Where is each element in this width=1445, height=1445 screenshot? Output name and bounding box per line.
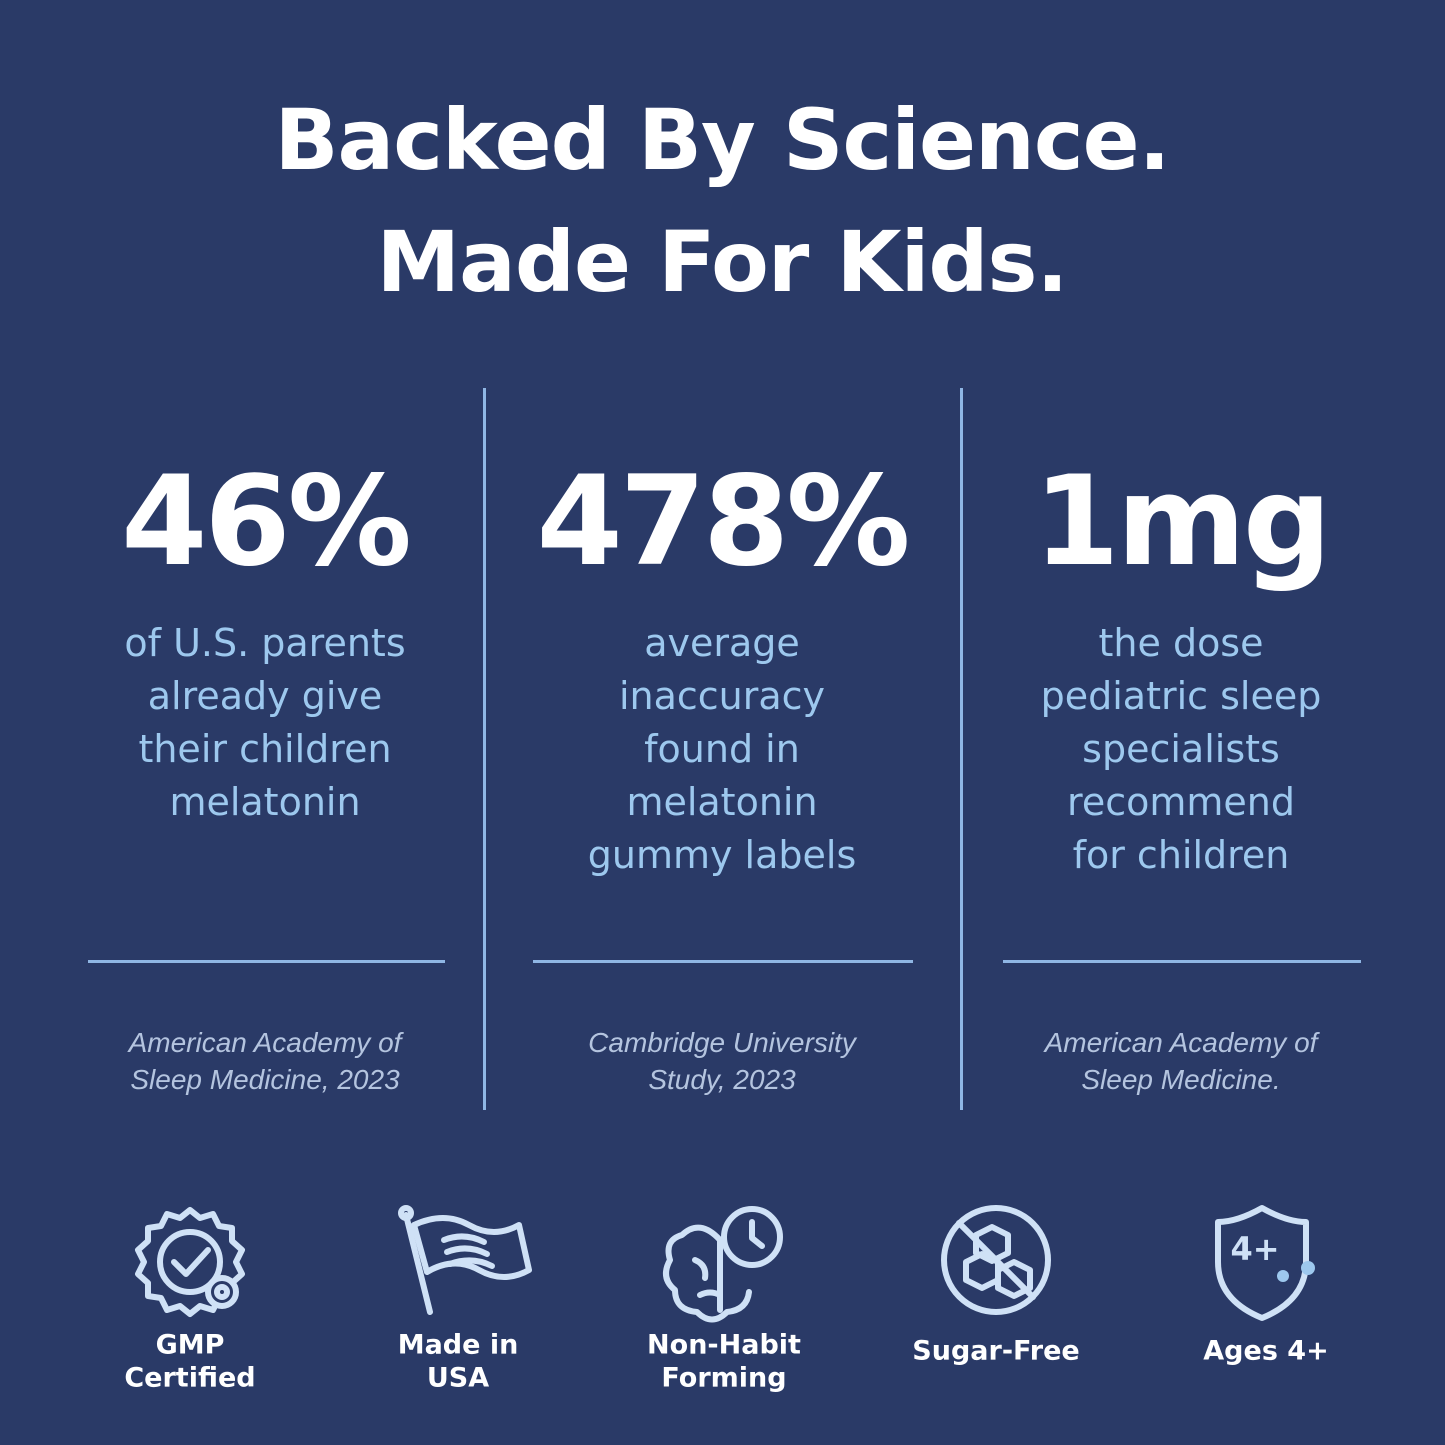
stat-value: 46% <box>121 450 412 594</box>
stat-description: average <box>644 621 800 665</box>
stat-source: American Academy of <box>1044 1027 1318 1058</box>
stat-description: melatonin <box>626 780 818 824</box>
divider <box>483 388 486 1110</box>
stat-description: pediatric sleep <box>1040 674 1322 718</box>
badge-label: Non-Habit <box>647 1329 801 1361</box>
stat-description: inaccuracy <box>618 674 826 718</box>
badge-label: Made in <box>397 1329 519 1361</box>
stat-description: their children <box>138 727 392 771</box>
sugar-free-icon <box>941 1205 1051 1315</box>
stat-description: for children <box>1072 833 1290 877</box>
badge-label: GMP <box>155 1329 225 1361</box>
ages-icon <box>1215 1205 1315 1321</box>
brain-clock-icon <box>663 1206 783 1323</box>
stat-source: Cambridge University <box>588 1027 856 1058</box>
stat-description: of U.S. parents <box>124 621 406 665</box>
badge-label: Ages 4+ <box>1203 1335 1329 1367</box>
stat-value: 478% <box>536 450 910 594</box>
stat-description: melatonin <box>169 780 361 824</box>
stat-description: gummy labels <box>587 833 857 877</box>
stat-source: American Academy of <box>128 1027 402 1058</box>
badge-label: USA <box>426 1362 490 1394</box>
title-line: Backed By Science. <box>274 91 1170 189</box>
stat-value: 1mg <box>1033 450 1331 594</box>
stat-source: Sleep Medicine, 2023 <box>130 1064 400 1095</box>
badge-label: Forming <box>661 1362 787 1394</box>
stat-description: found in <box>644 727 800 771</box>
title-line: Made For Kids. <box>376 213 1069 311</box>
stat-description: the dose <box>1098 621 1264 665</box>
badge-icon-text: 4+ <box>1230 1230 1279 1268</box>
badge-label: Certified <box>124 1362 256 1394</box>
stat-description: specialists <box>1082 727 1280 771</box>
stat-description: recommend <box>1067 780 1295 824</box>
divider <box>960 388 963 1110</box>
flag-icon <box>398 1205 532 1315</box>
rule <box>88 960 445 963</box>
rule <box>533 960 913 963</box>
stat-description: already give <box>147 674 383 718</box>
stat-source: Study, 2023 <box>648 1064 796 1095</box>
gmp-icon <box>135 1207 245 1317</box>
stat-source: Sleep Medicine. <box>1081 1064 1281 1095</box>
badge-label: Sugar-Free <box>912 1335 1080 1367</box>
rule <box>1003 960 1361 963</box>
